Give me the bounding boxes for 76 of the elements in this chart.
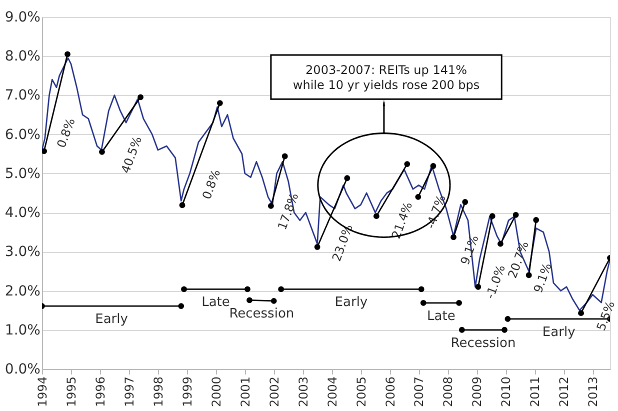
y-tick-label: 0.0% xyxy=(4,362,40,378)
point xyxy=(42,148,47,154)
x-tick-label: 1997 xyxy=(122,376,136,408)
x-tick-label: 2003 xyxy=(296,376,310,408)
annotation: 9.1% xyxy=(458,233,482,267)
point xyxy=(420,300,426,306)
x-tick-label: 2007 xyxy=(412,376,426,408)
x-tick-label: 2013 xyxy=(586,376,600,408)
point xyxy=(246,297,252,304)
point xyxy=(99,148,105,155)
point xyxy=(282,153,288,160)
annotation: 40.5% xyxy=(118,134,145,176)
point xyxy=(533,217,540,223)
y-tick-label: 5.0% xyxy=(4,166,40,182)
point xyxy=(489,213,496,220)
series-label: Late xyxy=(427,308,456,324)
point xyxy=(458,326,465,333)
point xyxy=(502,326,508,333)
point xyxy=(475,284,482,290)
annotation: 0.8% xyxy=(200,168,224,202)
point xyxy=(179,202,186,208)
annotation: 0.8% xyxy=(54,116,78,150)
point xyxy=(344,175,350,182)
x-tick-label: 2005 xyxy=(354,376,368,408)
y-tick-label: 9.0% xyxy=(4,10,40,26)
x-tick-label: 2002 xyxy=(267,376,282,408)
point xyxy=(512,212,519,218)
y-tick-label: 6.0% xyxy=(4,126,40,143)
x-tick-label: 2004 xyxy=(325,376,340,408)
series-label: Early xyxy=(542,324,576,340)
x-tick-label: 2000 xyxy=(209,376,224,408)
y-tick-label: 1.0% xyxy=(4,322,40,338)
x-tick-label: 2011 xyxy=(528,376,542,408)
x-tick-label: 1996 xyxy=(93,376,108,408)
annotation: 17.8% xyxy=(275,191,302,232)
series-label: Late xyxy=(202,295,230,310)
point xyxy=(462,199,468,205)
x-tick-label: 2001 xyxy=(238,376,252,408)
point xyxy=(268,202,274,209)
x-tick-label: 1994 xyxy=(36,376,50,408)
series-label: Early xyxy=(95,312,128,328)
x-tick-label: 1995 xyxy=(64,376,78,408)
point xyxy=(373,213,380,220)
point xyxy=(418,286,424,292)
point xyxy=(270,298,277,304)
point xyxy=(456,300,462,306)
series-label: Recession xyxy=(450,336,516,351)
series-label: Recession xyxy=(229,306,294,322)
y-tick-label: 7.0% xyxy=(4,88,40,104)
x-tick-label: 2012 xyxy=(557,376,572,408)
point xyxy=(578,310,584,316)
series-label: Early xyxy=(334,295,368,310)
point xyxy=(450,234,456,240)
point xyxy=(64,51,70,58)
annotation: 2003-2007: REITs up 141% while 10 yr yields rose 200 bps xyxy=(292,63,480,92)
point xyxy=(430,163,436,169)
point xyxy=(216,100,223,106)
annotation: 9.1% xyxy=(530,261,555,295)
point xyxy=(498,240,504,247)
x-tick-label: 1999 xyxy=(180,376,194,408)
x-tick-label: 2009 xyxy=(470,376,484,408)
point xyxy=(138,94,144,100)
y-tick-label: 3.0% xyxy=(4,244,40,260)
x-tick-label: 2006 xyxy=(383,376,398,408)
y-tick-label: 2.0% xyxy=(4,283,40,300)
x-tick-label: 2010 xyxy=(499,376,514,408)
point xyxy=(415,194,422,200)
y-tick-label: 4.0% xyxy=(4,205,40,222)
x-tick-label: 2008 xyxy=(441,376,456,408)
point xyxy=(181,286,187,292)
y-tick-label: 8.0% xyxy=(4,48,40,65)
point xyxy=(404,161,410,168)
point xyxy=(244,286,250,292)
point xyxy=(278,286,284,292)
x-tick-label: 1998 xyxy=(151,376,166,408)
point xyxy=(314,244,320,250)
